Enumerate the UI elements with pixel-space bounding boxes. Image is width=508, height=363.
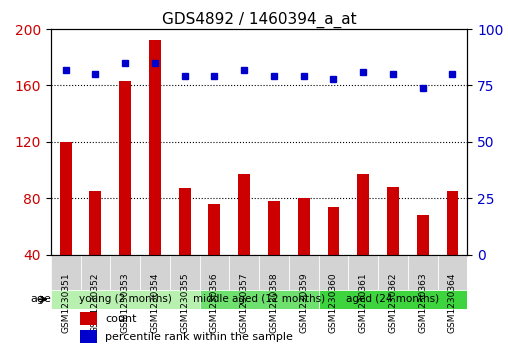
Bar	[149, 40, 161, 311]
Text: aged (24 months): aged (24 months)	[346, 294, 439, 304]
Text: count: count	[105, 314, 137, 324]
Text: GSM1230360: GSM1230360	[329, 273, 338, 333]
Bar	[387, 187, 399, 311]
FancyBboxPatch shape	[319, 290, 467, 309]
Bar	[80, 313, 97, 325]
FancyBboxPatch shape	[51, 290, 200, 309]
Text: GSM1230359: GSM1230359	[299, 273, 308, 333]
FancyBboxPatch shape	[81, 254, 110, 290]
FancyBboxPatch shape	[140, 254, 170, 290]
FancyBboxPatch shape	[200, 290, 319, 309]
Bar	[447, 191, 458, 311]
Text: young (2 months): young (2 months)	[79, 294, 172, 304]
FancyBboxPatch shape	[348, 254, 378, 290]
Bar	[80, 330, 97, 343]
FancyBboxPatch shape	[200, 254, 229, 290]
Bar	[119, 81, 131, 311]
FancyBboxPatch shape	[259, 254, 289, 290]
Text: GSM1230351: GSM1230351	[61, 273, 70, 333]
Text: GSM1230355: GSM1230355	[180, 273, 189, 333]
Bar	[238, 174, 250, 311]
Text: GSM1230354: GSM1230354	[150, 273, 160, 333]
Bar	[60, 142, 72, 311]
Text: age: age	[30, 294, 51, 304]
Text: GSM1230352: GSM1230352	[91, 273, 100, 333]
FancyBboxPatch shape	[408, 254, 437, 290]
Text: GSM1230362: GSM1230362	[389, 273, 397, 333]
FancyBboxPatch shape	[170, 254, 200, 290]
Text: GSM1230364: GSM1230364	[448, 273, 457, 333]
Bar	[89, 191, 102, 311]
Bar	[208, 204, 220, 311]
Text: GSM1230363: GSM1230363	[418, 273, 427, 333]
Bar	[417, 215, 429, 311]
FancyBboxPatch shape	[378, 254, 408, 290]
Text: GSM1230358: GSM1230358	[269, 273, 278, 333]
FancyBboxPatch shape	[229, 254, 259, 290]
FancyBboxPatch shape	[437, 254, 467, 290]
Text: GSM1230361: GSM1230361	[359, 273, 368, 333]
FancyBboxPatch shape	[289, 254, 319, 290]
Text: middle aged (12 months): middle aged (12 months)	[193, 294, 325, 304]
Text: percentile rank within the sample: percentile rank within the sample	[105, 332, 293, 342]
FancyBboxPatch shape	[319, 254, 348, 290]
Text: GSM1230356: GSM1230356	[210, 273, 219, 333]
Bar	[328, 207, 339, 311]
Bar	[268, 201, 280, 311]
FancyBboxPatch shape	[110, 254, 140, 290]
Bar	[298, 198, 310, 311]
FancyBboxPatch shape	[51, 254, 81, 290]
Text: GSM1230357: GSM1230357	[240, 273, 249, 333]
Bar	[357, 174, 369, 311]
Text: GSM1230353: GSM1230353	[121, 273, 130, 333]
Bar	[179, 188, 190, 311]
Title: GDS4892 / 1460394_a_at: GDS4892 / 1460394_a_at	[162, 12, 357, 28]
